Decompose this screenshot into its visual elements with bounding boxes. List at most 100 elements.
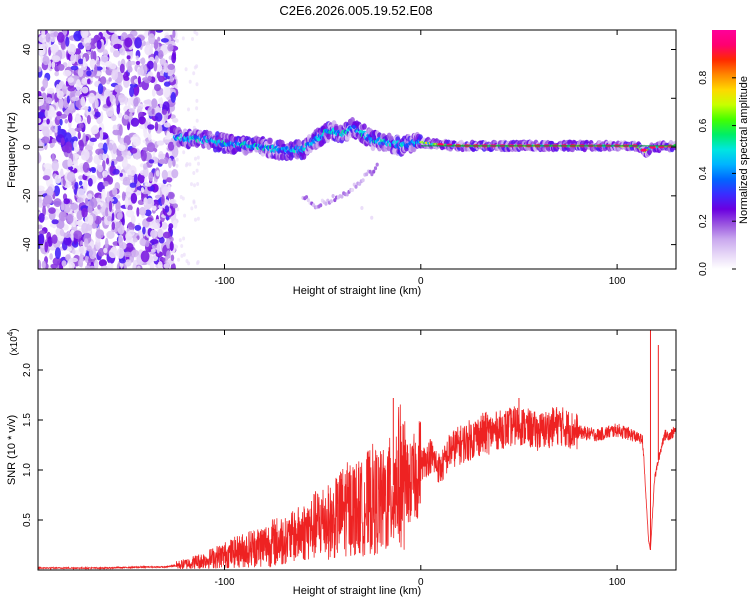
noise-cell xyxy=(53,31,59,37)
noise-cell xyxy=(151,205,157,211)
noise-cell xyxy=(193,30,197,35)
snr-series xyxy=(38,330,676,570)
noise-cell xyxy=(90,50,95,61)
noise-cell xyxy=(172,158,176,167)
noise-cell xyxy=(195,106,199,111)
noise-cell xyxy=(124,259,132,267)
noise-cell xyxy=(128,108,136,113)
noise-cell xyxy=(172,220,178,229)
noise-cell xyxy=(66,171,76,183)
noise-cell xyxy=(154,55,159,63)
noise-cell xyxy=(63,224,69,231)
noise-cell xyxy=(78,180,83,186)
noise-cell xyxy=(80,96,86,107)
noise-cell xyxy=(98,259,107,267)
noise-cell xyxy=(91,167,96,173)
noise-cell xyxy=(64,119,69,124)
noise-cell xyxy=(113,38,122,45)
noise-cell xyxy=(147,75,152,82)
branch-cell xyxy=(372,169,376,174)
noise-cell xyxy=(110,46,114,53)
noise-cell xyxy=(55,227,61,236)
noise-cell xyxy=(169,241,174,252)
noise-cell xyxy=(134,37,142,49)
noise-cell xyxy=(147,60,154,70)
noise-cell xyxy=(124,115,129,120)
noise-cell xyxy=(54,71,59,77)
noise-cell xyxy=(57,63,65,71)
noise-cell xyxy=(169,198,177,204)
spectrogram-y-tick-label: 0 xyxy=(22,144,33,150)
noise-cell xyxy=(72,249,76,255)
noise-cell xyxy=(123,76,130,81)
noise-cell xyxy=(182,236,186,241)
spectrogram-y-label: Frequency (Hz) xyxy=(6,112,18,188)
noise-cell xyxy=(116,212,123,220)
noise-cell xyxy=(46,118,50,125)
noise-cell xyxy=(187,107,190,112)
noise-cell xyxy=(123,251,132,257)
noise-cell xyxy=(116,104,121,115)
noise-cell xyxy=(151,98,158,109)
noise-cell xyxy=(133,173,138,185)
noise-cell xyxy=(122,157,128,167)
noise-cell xyxy=(46,87,55,94)
noise-cell xyxy=(119,63,125,74)
noise-cell xyxy=(155,219,161,224)
noise-cell xyxy=(161,169,168,180)
noise-cell xyxy=(79,253,84,264)
noise-cell xyxy=(38,151,41,163)
noise-cell xyxy=(166,250,171,259)
noise-cell xyxy=(145,241,150,248)
noise-cell xyxy=(139,238,146,246)
spectrogram-x-tick-label: 100 xyxy=(609,276,626,287)
noise-cell xyxy=(45,32,51,43)
noise-cell xyxy=(111,221,116,231)
noise-cell xyxy=(67,85,76,92)
snr-frame xyxy=(37,329,677,571)
noise-cell xyxy=(140,250,150,263)
noise-cell xyxy=(167,141,175,151)
noise-cell xyxy=(47,236,53,247)
noise-cell xyxy=(140,187,145,193)
noise-cell xyxy=(161,194,165,205)
noise-cell xyxy=(38,224,43,230)
snr-x-tick-label: -100 xyxy=(214,577,234,588)
noise-cell xyxy=(62,30,68,36)
ridge-halo xyxy=(362,123,367,130)
branch-cell xyxy=(304,195,309,200)
noise-cell xyxy=(157,228,163,238)
noise-cell xyxy=(82,132,86,144)
noise-cell xyxy=(158,236,165,244)
noise-cell xyxy=(97,164,104,173)
noise-cell xyxy=(71,96,80,102)
noise-cell xyxy=(70,53,76,65)
noise-cell xyxy=(76,220,81,226)
noise-cell xyxy=(135,55,139,61)
noise-cell xyxy=(129,83,138,88)
noise-cell xyxy=(82,161,90,173)
noise-cell xyxy=(180,253,184,258)
noise-cell xyxy=(180,244,184,248)
noise-cell xyxy=(67,77,74,83)
noise-cell xyxy=(177,257,180,262)
noise-cell xyxy=(116,155,124,162)
ridge-peak xyxy=(640,148,647,152)
noise-cell xyxy=(80,30,89,39)
noise-cell xyxy=(140,150,147,162)
noise-cell xyxy=(94,111,101,118)
noise-cell xyxy=(137,76,141,85)
noise-cell xyxy=(127,66,133,73)
noise-cell xyxy=(102,151,108,163)
noise-cell xyxy=(108,248,118,259)
noise-cell xyxy=(191,37,194,41)
noise-cell xyxy=(98,153,103,160)
noise-cell xyxy=(111,69,118,81)
noise-cell xyxy=(49,223,57,228)
noise-cell xyxy=(97,142,105,149)
noise-cell xyxy=(129,182,137,188)
noise-cell xyxy=(61,260,67,267)
noise-cell xyxy=(38,185,45,192)
noise-cell xyxy=(67,113,73,123)
noise-cell xyxy=(49,142,54,149)
